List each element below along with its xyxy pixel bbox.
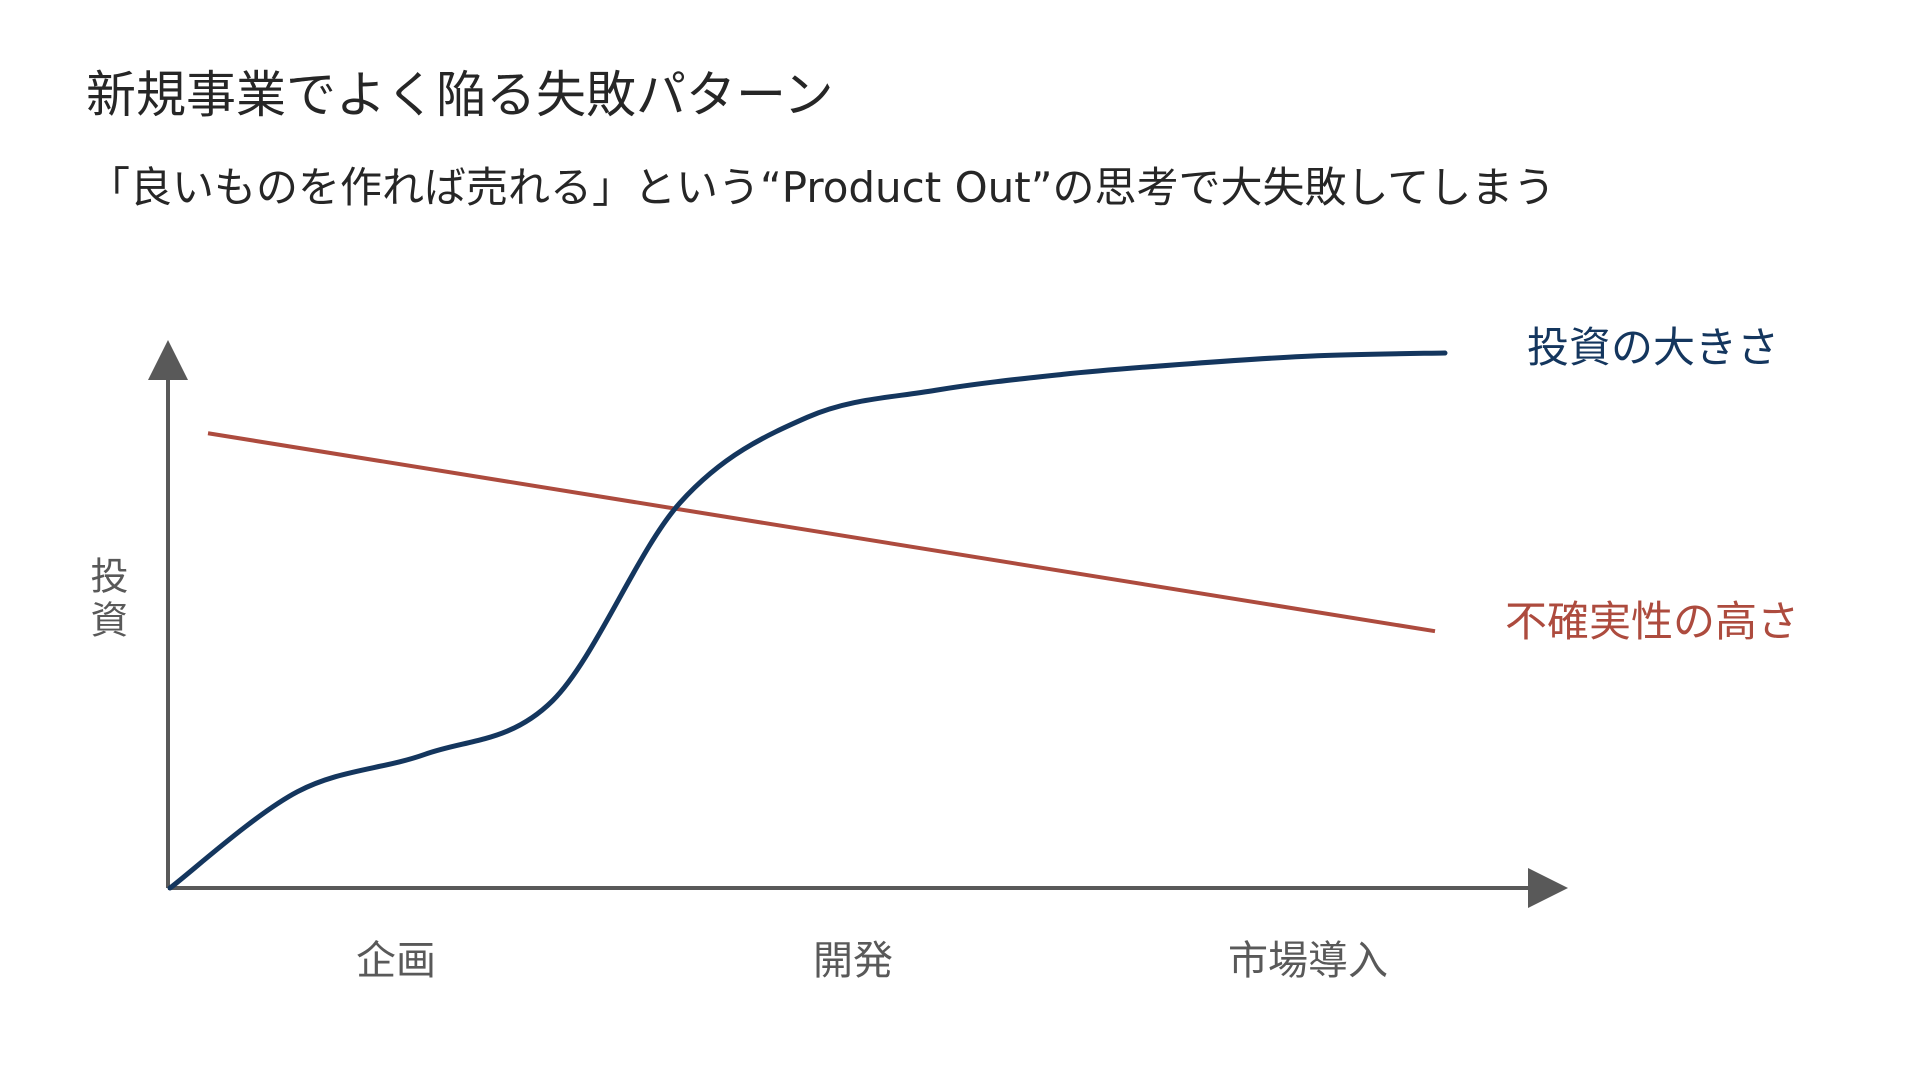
- series-line-uncertainty: [207, 431, 1436, 634]
- x-tick-label-1: 開発: [813, 938, 893, 984]
- slide-title: 新規事業でよく陥る失敗パターン: [86, 66, 834, 124]
- x-tick-label-0: 企画: [356, 938, 436, 984]
- y-axis-label: 投資: [84, 556, 128, 644]
- slide-subtitle: 「良いものを作れば売れる」という“Product Out”の思考で大失敗してしま…: [88, 163, 1556, 212]
- x-tick-label-2: 市場導入: [1228, 938, 1388, 984]
- series-label-uncertainty: 不確実性の高さ: [1505, 597, 1799, 646]
- series-label-investment: 投資の大きさ: [1527, 323, 1779, 372]
- series-line-investment: [167, 350, 1448, 891]
